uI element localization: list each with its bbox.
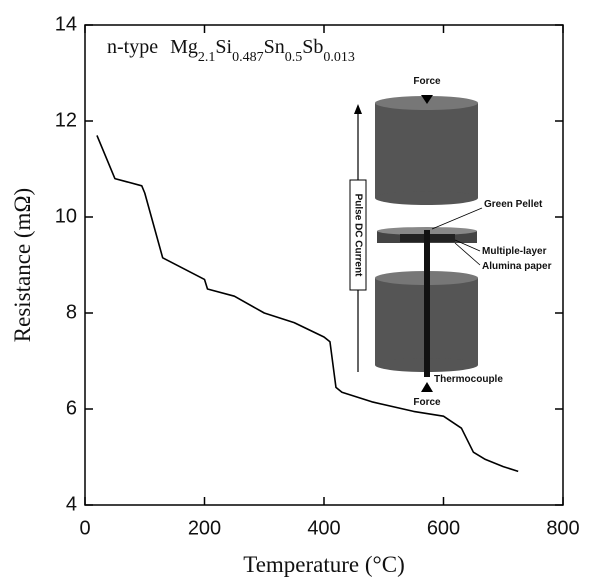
force-arrow <box>421 382 433 392</box>
formula-element: Si <box>215 36 232 58</box>
inset-label: Multiple-layer <box>482 246 547 257</box>
formula-subscript: 0.013 <box>323 50 355 65</box>
inset-label: Force <box>413 76 441 87</box>
y-axis-label: Resistance (mΩ) <box>10 188 35 342</box>
current-box <box>349 179 367 291</box>
annotation-text: n-type <box>107 36 158 58</box>
leader-line <box>454 239 481 252</box>
y-tick-label: 12 <box>55 109 77 131</box>
inset-label: Green Pellet <box>484 199 543 210</box>
annotation: n-type Mg2.1Si0.487Sn0.5Sb0.013 <box>107 36 355 65</box>
formula-subscript: 0.5 <box>285 50 303 65</box>
leader-line <box>431 207 483 230</box>
top-cylinder-base <box>375 191 478 205</box>
formula-subscript: 0.487 <box>232 50 264 65</box>
formula-subscript: 2.1 <box>198 50 216 65</box>
x-tick-label: 0 <box>79 517 90 539</box>
inset-label: Alumina paper <box>482 261 552 272</box>
top-cylinder <box>375 103 478 198</box>
inset-label: Force <box>413 397 441 408</box>
inset-label: Thermocouple <box>434 374 503 385</box>
thermocouple-rod <box>424 230 430 377</box>
leader-line <box>454 242 481 266</box>
formula-element: Sn <box>264 36 285 58</box>
x-axis-label: Temperature (°C) <box>243 552 404 577</box>
y-tick-label: 14 <box>55 13 77 35</box>
x-tick-label: 400 <box>307 517 340 539</box>
y-tick-label: 6 <box>66 397 77 419</box>
formula-element: Mg <box>170 36 198 58</box>
formula-element: Sb <box>302 36 323 58</box>
inset-label: Pulse DC Current <box>352 194 363 277</box>
y-tick-label: 10 <box>55 205 77 227</box>
current-arrowhead <box>354 104 362 114</box>
inset-diagram: Force Force Thermocouple Pulse DC Curren… <box>349 76 552 408</box>
x-tick-label: 200 <box>188 517 221 539</box>
x-tick-label: 800 <box>546 517 579 539</box>
force-arrow <box>421 95 433 104</box>
x-tick-label: 600 <box>427 517 460 539</box>
y-tick-label: 4 <box>66 493 77 515</box>
data-line <box>96 135 519 473</box>
y-tick-label: 8 <box>66 301 77 323</box>
